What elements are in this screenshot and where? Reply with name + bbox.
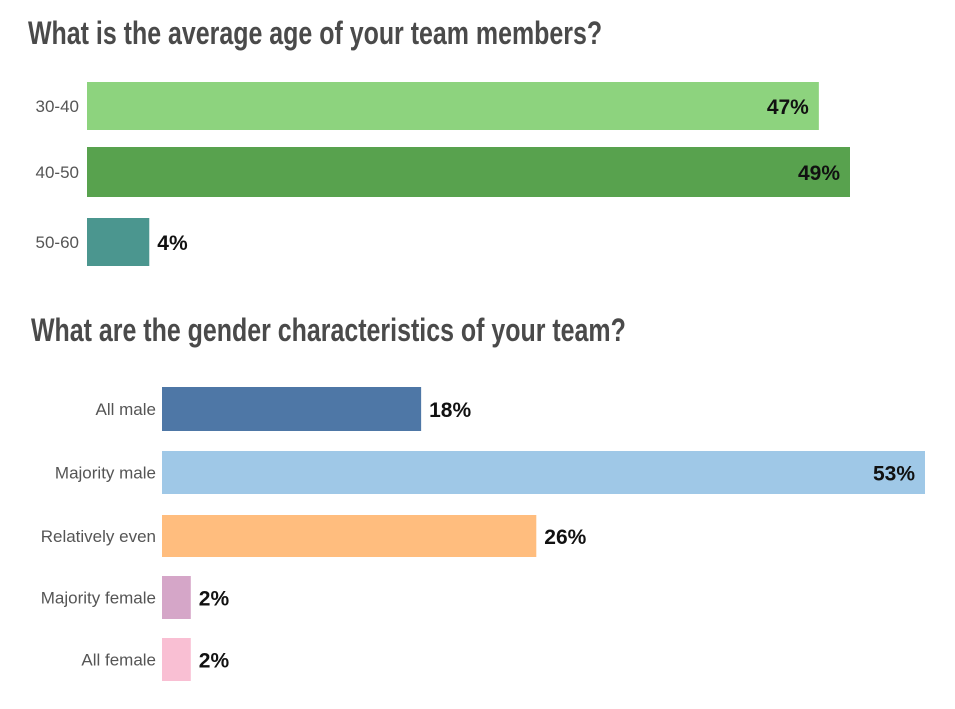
age-bar-30-40 [87,82,819,130]
gender-category-label-all-female: All female [81,651,156,670]
age-category-label-50-60: 50-60 [36,233,79,252]
age-value-label-30-40: 47% [767,96,809,119]
age-chart-title: What is the average age of your team mem… [28,16,602,52]
gender-chart: All male 18% Majority male 53% Relatively ev… [41,387,925,681]
age-bar-50-60 [87,218,150,266]
gender-bar-relatively-even [162,515,537,557]
gender-bar-majority-male [162,451,925,494]
gender-category-label-majority-male: Majority male [55,464,156,483]
gender-value-label-majority-male: 53% [873,463,915,486]
gender-bar-majority-female [162,576,191,619]
gender-bar-all-female [162,638,191,681]
gender-value-label-all-female: 2% [199,650,230,673]
age-category-label-40-50: 40-50 [36,163,79,182]
age-value-label-40-50: 49% [798,162,840,185]
gender-bar-all-male [162,387,422,431]
age-chart: 30-40 47% 40-50 49% 50-60 4% [36,82,850,266]
gender-category-label-relatively-even: Relatively even [41,527,156,546]
gender-category-label-majority-female: Majority female [41,589,156,608]
age-category-label-30-40: 30-40 [36,97,79,116]
age-bar-40-50 [87,147,850,197]
gender-category-label-all-male: All male [96,400,156,419]
gender-value-label-all-male: 18% [429,399,471,422]
gender-chart-title: What are the gender characteristics of y… [31,313,626,349]
gender-value-label-relatively-even: 26% [544,526,586,549]
age-value-label-50-60: 4% [157,232,188,255]
gender-value-label-majority-female: 2% [199,588,230,611]
